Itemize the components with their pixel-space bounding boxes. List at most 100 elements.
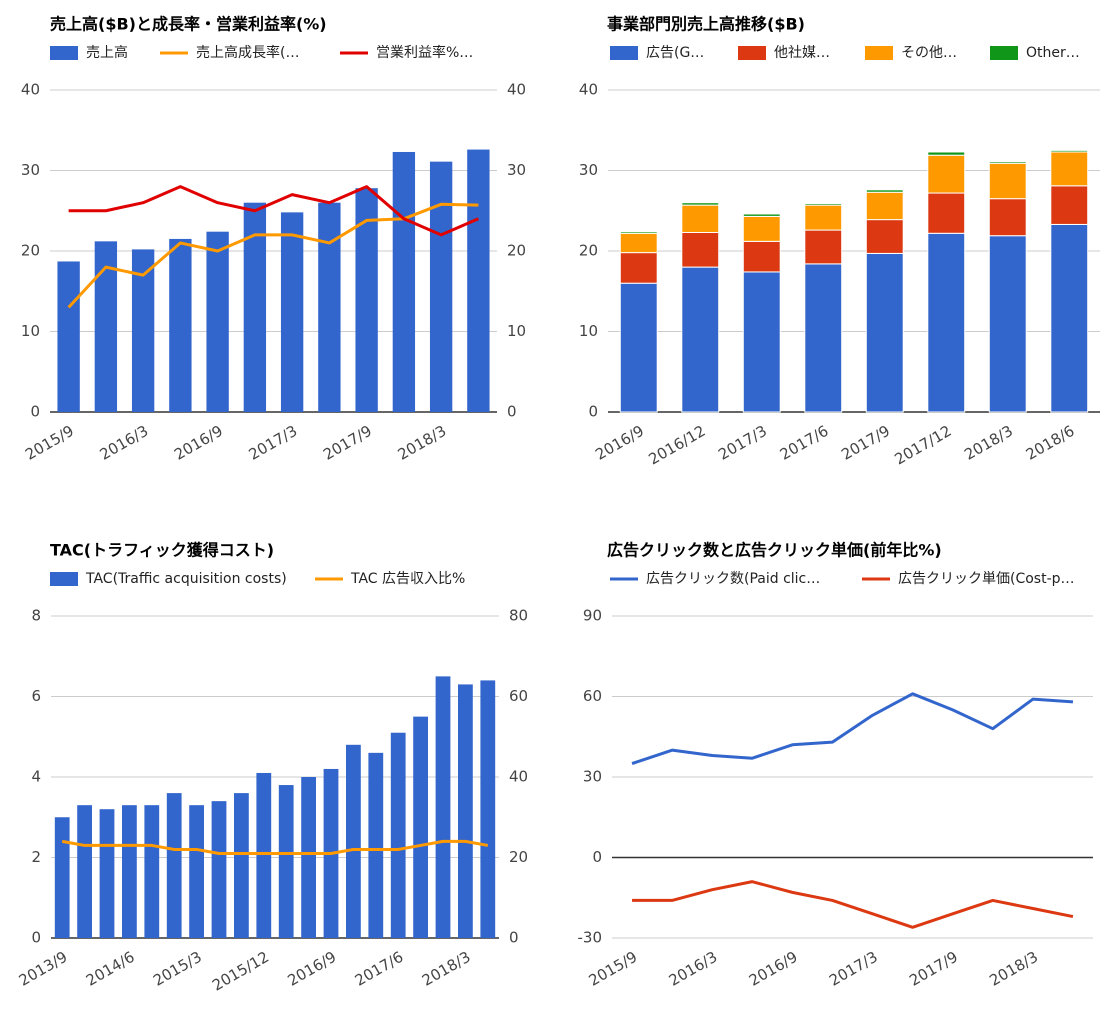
bar: [742, 240, 781, 273]
x-tick-label: 2018/6: [1023, 422, 1078, 464]
bar: [480, 680, 496, 938]
bar: [346, 744, 361, 938]
y-tick-label: 30: [579, 161, 598, 179]
y2-tick-label: 30: [507, 161, 526, 179]
y-tick-label: 30: [583, 768, 602, 786]
bar: [368, 752, 384, 938]
legend-label: 他社媒…: [774, 45, 830, 61]
legend-label: 広告クリック単価(Cost-p…: [898, 571, 1075, 587]
y2-tick-label: 40: [507, 81, 526, 99]
bar: [742, 271, 781, 413]
y-tick-label: 10: [21, 322, 40, 340]
bar: [234, 793, 249, 938]
bar: [988, 162, 1027, 200]
y2-tick-label: 10: [507, 322, 526, 340]
chart-title: 広告クリック数と広告クリック単価(前年比%): [607, 541, 942, 560]
bar: [206, 231, 229, 412]
y-tick-label: 6: [31, 687, 41, 705]
x-tick-label: 2016/9: [746, 948, 801, 990]
y2-tick-label: 80: [509, 607, 528, 625]
bar: [243, 202, 267, 412]
bar: [280, 212, 304, 412]
y2-tick-label: 20: [509, 848, 528, 866]
x-tick-label: 2017/9: [320, 422, 375, 464]
y-tick-label: 4: [31, 768, 41, 786]
y2-tick-label: 20: [507, 242, 526, 260]
bar: [742, 215, 781, 242]
bar: [927, 151, 966, 156]
x-tick-label: 2018/3: [419, 948, 474, 990]
x-tick-label: 2017/12: [892, 422, 955, 469]
bar: [256, 772, 272, 938]
y-tick-label: 0: [592, 848, 602, 866]
x-tick-label: 2013/9: [16, 948, 71, 990]
y-tick-label: 20: [21, 242, 40, 260]
legend-label: 営業利益率%…: [376, 44, 473, 61]
bar: [865, 189, 904, 193]
bar: [619, 252, 658, 284]
x-tick-label: 2017/3: [246, 422, 301, 464]
bar: [681, 266, 720, 413]
bar: [458, 684, 473, 938]
bar: [681, 204, 720, 233]
legend-label: Other…: [1026, 45, 1080, 61]
chart: 広告クリック数と広告クリック単価(前年比%) -30 0 30 60 90 2015/9 20…: [578, 541, 1093, 990]
bar: [1050, 151, 1089, 187]
bar: [804, 263, 843, 413]
bar: [988, 161, 1027, 164]
x-tick-label: 2016/9: [285, 948, 340, 990]
legend-label: 売上高: [86, 44, 128, 61]
x-tick-label: 2015/12: [209, 948, 272, 995]
bar: [619, 282, 658, 413]
line-series: [61, 839, 489, 855]
legend-label: TAC 広告収入比%: [350, 571, 465, 587]
y2-tick-label: 0: [509, 929, 519, 947]
x-tick-label: 2018/3: [395, 422, 450, 464]
bar: [94, 241, 118, 412]
y-tick-label: 2: [31, 848, 41, 866]
bar: [435, 676, 451, 938]
x-tick-label: 2014/6: [83, 948, 138, 990]
bar: [211, 801, 227, 938]
bar: [619, 232, 658, 254]
bar: [390, 732, 406, 938]
bar: [318, 202, 341, 412]
legend-label: 広告(G…: [646, 45, 704, 61]
bar: [278, 785, 294, 938]
bar: [927, 192, 966, 234]
bar: [57, 261, 80, 412]
legend-swatch: [738, 46, 766, 60]
bar: [1050, 149, 1089, 153]
y2-tick-label: 40: [509, 768, 528, 786]
y-tick-label: 0: [30, 403, 40, 421]
bar: [804, 204, 843, 231]
bar: [122, 805, 137, 938]
y-tick-label: 30: [21, 161, 40, 179]
y-tick-label: 60: [583, 687, 602, 705]
legend-swatch: [50, 572, 78, 586]
line-series: [67, 202, 479, 309]
legend-swatch: [990, 46, 1018, 60]
y-tick-label: 10: [579, 322, 598, 340]
bar: [467, 149, 490, 412]
legend-label: その他…: [901, 45, 957, 61]
bar: [144, 805, 160, 938]
x-tick-label: 2017/3: [826, 948, 881, 990]
bar: [413, 716, 428, 938]
chart: 売上高($B)と成長率・営業利益率(%) 0 10 20 30 40 0 10 20 30 40 20…: [21, 15, 526, 464]
legend-swatch: [610, 46, 638, 60]
bar: [54, 817, 70, 938]
bar: [355, 188, 378, 412]
y-tick-label: -30: [578, 929, 603, 947]
x-tick-label: 2015/9: [22, 422, 77, 464]
bar: [865, 252, 904, 413]
bar: [429, 161, 453, 412]
bar: [131, 249, 155, 412]
y-tick-label: 0: [588, 403, 598, 421]
x-tick-label: 2017/6: [352, 948, 407, 990]
x-tick-label: 2017/3: [715, 422, 770, 464]
bar: [77, 805, 92, 938]
